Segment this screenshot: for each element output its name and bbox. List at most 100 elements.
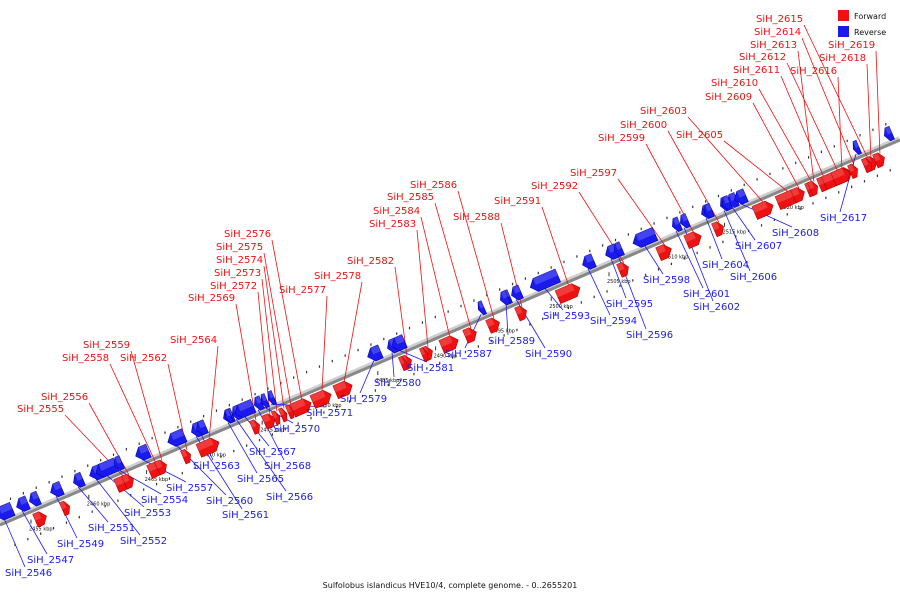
gene-label-sih-2610[interactable]: SiH_2610 xyxy=(711,78,758,89)
gene-label-sih-2618[interactable]: SiH_2618 xyxy=(819,53,866,64)
gene-sih-2547[interactable] xyxy=(14,495,31,514)
gene-sih-2603[interactable] xyxy=(751,199,776,220)
gene-label-sih-2608[interactable]: SiH_2608 xyxy=(772,228,819,239)
gene-sih-2576[interactable] xyxy=(289,396,314,418)
gene-label-sih-2567[interactable]: SiH_2567 xyxy=(249,447,296,458)
gene-label-sih-2556[interactable]: SiH_2556 xyxy=(41,392,88,403)
gene-feature[interactable] xyxy=(398,355,409,372)
gene-sih-2581[interactable] xyxy=(389,334,408,353)
gene-sih-2553[interactable] xyxy=(93,457,120,480)
gene-sih-2594[interactable] xyxy=(580,253,597,272)
gene-label-sih-2617[interactable]: SiH_2617 xyxy=(820,213,867,224)
gene-label-sih-2611[interactable]: SiH_2611 xyxy=(733,65,780,76)
gene-label-sih-2587[interactable]: SiH_2587 xyxy=(445,349,492,360)
gene-sih-2571[interactable] xyxy=(266,390,277,406)
gene-label-sih-2566[interactable]: SiH_2566 xyxy=(266,492,313,503)
gene-label-sih-2584[interactable]: SiH_2584 xyxy=(373,206,420,217)
gene-sih-2573[interactable] xyxy=(271,410,282,426)
gene-label-sih-2607[interactable]: SiH_2607 xyxy=(735,241,782,252)
gene-label-sih-2564[interactable]: SiH_2564 xyxy=(170,335,217,346)
gene-label-sih-2552[interactable]: SiH_2552 xyxy=(120,536,167,547)
gene-label-sih-2573[interactable]: SiH_2573 xyxy=(214,268,261,279)
gene-sih-2619[interactable] xyxy=(872,151,888,169)
gene-sih-2608[interactable] xyxy=(732,188,749,207)
gene-sih-2563[interactable] xyxy=(194,419,209,437)
gene-label-sih-2619[interactable]: SiH_2619 xyxy=(828,40,875,51)
gene-label-sih-2613[interactable]: SiH_2613 xyxy=(750,40,797,51)
gene-label-sih-2591[interactable]: SiH_2591 xyxy=(494,196,541,207)
gene-feature[interactable] xyxy=(720,195,733,212)
gene-label-sih-2583[interactable]: SiH_2583 xyxy=(369,219,416,230)
gene-label-sih-2569[interactable]: SiH_2569 xyxy=(188,293,235,304)
gene-label-sih-2549[interactable]: SiH_2549 xyxy=(57,539,104,550)
gene-sih-2584[interactable] xyxy=(438,333,461,354)
gene-label-sih-2598[interactable]: SiH_2598 xyxy=(643,275,690,286)
gene-label-sih-2547[interactable]: SiH_2547 xyxy=(27,555,74,566)
gene-label-sih-2585[interactable]: SiH_2585 xyxy=(387,192,434,203)
gene-label-sih-2602[interactable]: SiH_2602 xyxy=(693,302,740,313)
gene-sih-2578[interactable] xyxy=(332,379,355,400)
gene-label-sih-2615[interactable]: SiH_2615 xyxy=(756,14,803,25)
gene-sih-2568[interactable] xyxy=(252,395,265,412)
gene-label-sih-2600[interactable]: SiH_2600 xyxy=(620,120,667,131)
gene-label-sih-2563[interactable]: SiH_2563 xyxy=(193,461,240,472)
gene-feature[interactable] xyxy=(223,408,234,424)
gene-feature[interactable] xyxy=(27,490,42,508)
gene-label-sih-2601[interactable]: SiH_2601 xyxy=(683,289,730,300)
gene-label-sih-2593[interactable]: SiH_2593 xyxy=(543,311,590,322)
gene-feature[interactable] xyxy=(861,157,875,173)
gene-label-sih-2581[interactable]: SiH_2581 xyxy=(407,363,454,374)
gene-feature[interactable] xyxy=(419,346,430,363)
gene-label-sih-2572[interactable]: SiH_2572 xyxy=(210,281,257,292)
gene-sih-2598[interactable] xyxy=(630,227,659,249)
gene-label-sih-2575[interactable]: SiH_2575 xyxy=(216,242,263,253)
gene-sih-2557[interactable] xyxy=(133,443,152,462)
gene-label-sih-2579[interactable]: SiH_2579 xyxy=(340,394,387,405)
gene-sih-2593[interactable] xyxy=(528,268,562,294)
gene-label-sih-2609[interactable]: SiH_2609 xyxy=(705,92,752,103)
gene-sih-2599[interactable] xyxy=(683,229,704,250)
gene-sih-2592[interactable] xyxy=(616,261,632,278)
gene-label-sih-2578[interactable]: SiH_2578 xyxy=(314,271,361,282)
gene-label-sih-2577[interactable]: SiH_2577 xyxy=(279,285,326,296)
gene-label-sih-2553[interactable]: SiH_2553 xyxy=(124,508,171,519)
gene-sih-2577[interactable] xyxy=(309,388,334,409)
gene-label-sih-2562[interactable]: SiH_2562 xyxy=(120,353,167,364)
gene-sih-2574[interactable] xyxy=(278,407,289,423)
gene-sih-2616[interactable] xyxy=(830,166,853,187)
gene-sih-2590[interactable] xyxy=(509,284,524,302)
gene-label-sih-2588[interactable]: SiH_2588 xyxy=(453,212,500,223)
gene-label-sih-2570[interactable]: SiH_2570 xyxy=(273,424,320,435)
gene-label-sih-2551[interactable]: SiH_2551 xyxy=(88,523,135,534)
gene-sih-2546[interactable] xyxy=(0,502,16,522)
gene-label-sih-2546[interactable]: SiH_2546 xyxy=(5,568,52,579)
gene-label-sih-2565[interactable]: SiH_2565 xyxy=(237,474,284,485)
gene-label-sih-2595[interactable]: SiH_2595 xyxy=(606,299,653,310)
gene-label-sih-2559[interactable]: SiH_2559 xyxy=(83,340,130,351)
gene-label-sih-2590[interactable]: SiH_2590 xyxy=(525,349,572,360)
gene-label-sih-2589[interactable]: SiH_2589 xyxy=(488,336,535,347)
gene-feature[interactable] xyxy=(32,510,50,528)
gene-label-sih-2558[interactable]: SiH_2558 xyxy=(62,353,109,364)
gene-label-sih-2614[interactable]: SiH_2614 xyxy=(754,27,801,38)
gene-label-sih-2561[interactable]: SiH_2561 xyxy=(222,510,269,521)
gene-label-sih-2557[interactable]: SiH_2557 xyxy=(166,483,213,494)
gene-sih-2614[interactable] xyxy=(847,163,861,179)
gene-label-sih-2571[interactable]: SiH_2571 xyxy=(306,408,353,419)
gene-sih-2596[interactable] xyxy=(612,241,625,258)
gene-label-sih-2592[interactable]: SiH_2592 xyxy=(531,181,578,192)
gene-label-sih-2580[interactable]: SiH_2580 xyxy=(374,378,421,389)
gene-sih-2570[interactable] xyxy=(259,393,270,409)
gene-label-sih-2603[interactable]: SiH_2603 xyxy=(640,106,687,117)
gene-label-sih-2560[interactable]: SiH_2560 xyxy=(206,496,253,507)
gene-label-sih-2596[interactable]: SiH_2596 xyxy=(626,330,673,341)
gene-sih-2579[interactable] xyxy=(365,344,384,363)
gene-sih-2560[interactable] xyxy=(165,428,188,449)
gene-sih-2567[interactable] xyxy=(232,398,257,420)
gene-label-sih-2606[interactable]: SiH_2606 xyxy=(730,272,777,283)
gene-sih-2597[interactable] xyxy=(655,242,674,262)
gene-label-sih-2554[interactable]: SiH_2554 xyxy=(141,495,188,506)
gene-sih-2601[interactable] xyxy=(670,216,683,233)
gene-feature[interactable] xyxy=(498,290,511,306)
gene-sih-2585[interactable] xyxy=(462,326,480,344)
